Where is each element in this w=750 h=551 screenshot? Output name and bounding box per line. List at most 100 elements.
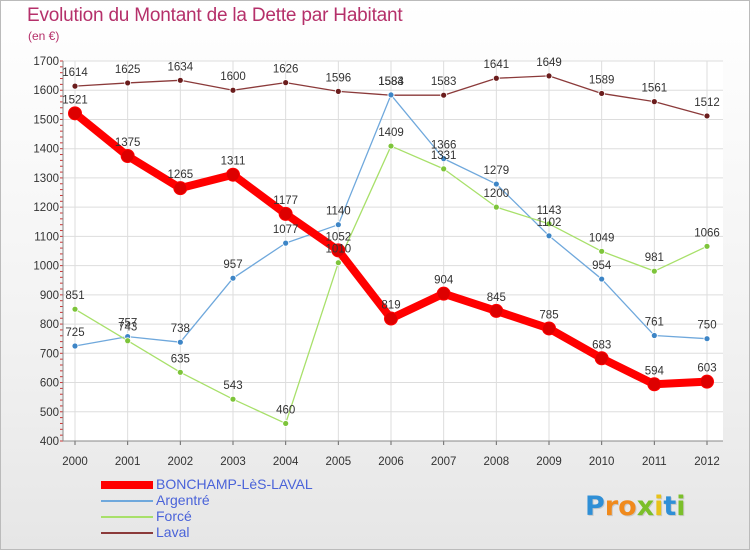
data-label: 1311 — [221, 156, 246, 168]
legend-label: BONCHAMP-LèS-LAVAL — [156, 476, 313, 492]
legend-label: Forcé — [156, 508, 192, 524]
data-point — [173, 181, 188, 196]
data-point — [647, 377, 662, 392]
data-point — [489, 303, 504, 318]
logo-letter: i — [654, 491, 664, 522]
data-label: 1596 — [326, 72, 352, 84]
legend-label: Argentré — [156, 492, 210, 508]
data-point — [282, 79, 290, 87]
data-label: 957 — [223, 259, 242, 271]
y-tick-label: 900 — [40, 290, 59, 302]
data-label: 845 — [487, 292, 506, 304]
data-point — [545, 232, 553, 240]
data-point — [334, 221, 342, 229]
data-label: 1512 — [694, 97, 720, 109]
data-point — [176, 338, 184, 346]
data-point — [436, 286, 451, 301]
data-point — [440, 91, 448, 99]
data-label: 1366 — [431, 140, 457, 152]
data-label: 1641 — [484, 59, 510, 71]
data-point — [598, 90, 606, 97]
x-tick-label: 2009 — [536, 456, 562, 468]
data-label: 1200 — [484, 188, 510, 200]
data-point — [703, 335, 711, 343]
data-point — [384, 311, 398, 326]
data-label: 1614 — [62, 67, 88, 79]
data-point — [545, 72, 553, 80]
data-label: 954 — [592, 260, 612, 272]
data-label: 635 — [171, 353, 190, 365]
x-tick-label: 2002 — [168, 456, 194, 468]
data-point — [542, 321, 556, 336]
data-label: 1265 — [168, 169, 194, 181]
data-point — [176, 368, 184, 376]
data-point — [492, 203, 500, 211]
data-label: 1600 — [220, 71, 246, 83]
data-point — [703, 242, 711, 250]
data-label: 1177 — [273, 195, 298, 207]
y-tick-label: 1500 — [33, 114, 59, 126]
data-point — [226, 167, 240, 182]
logo-letter: i — [676, 491, 686, 522]
x-tick-label: 2003 — [220, 456, 246, 468]
logo-letter: P — [585, 491, 605, 522]
data-point — [278, 206, 293, 221]
data-label: 785 — [539, 309, 558, 321]
y-tick-label: 1600 — [33, 85, 59, 97]
data-point — [71, 342, 79, 350]
data-label: 761 — [645, 316, 664, 328]
plot-area — [63, 61, 723, 441]
data-label: 1077 — [273, 224, 299, 236]
data-label: 1140 — [326, 206, 351, 218]
data-label: 1583 — [378, 76, 404, 88]
data-point — [124, 79, 132, 87]
data-point — [440, 155, 448, 163]
x-tick-label: 2004 — [273, 456, 299, 468]
logo-letter: t — [663, 491, 677, 522]
y-tick-label: 600 — [40, 378, 59, 390]
data-label: 543 — [223, 380, 242, 392]
y-tick-label: 500 — [40, 407, 59, 419]
legend-swatch — [101, 532, 153, 534]
data-point — [120, 149, 135, 163]
proxiti-logo: Proxiti — [585, 491, 686, 522]
x-tick-label: 2011 — [642, 456, 667, 468]
data-point — [594, 351, 609, 366]
data-point — [545, 220, 553, 228]
data-label: 1102 — [537, 217, 562, 229]
data-point — [282, 420, 290, 427]
data-point — [387, 91, 395, 99]
data-label: 603 — [697, 363, 716, 375]
x-tick-label: 2008 — [484, 456, 510, 468]
y-tick-label: 700 — [40, 348, 59, 360]
data-label: 743 — [118, 322, 137, 334]
data-label: 981 — [645, 252, 664, 264]
data-point — [440, 165, 448, 173]
data-point — [229, 86, 237, 94]
data-point — [650, 267, 658, 275]
data-label: 1626 — [273, 64, 299, 76]
legend-swatch — [101, 500, 153, 502]
data-point — [334, 259, 342, 267]
logo-letter: o — [618, 491, 637, 522]
data-point — [71, 82, 79, 90]
data-point — [229, 395, 237, 403]
y-tick-label: 1700 — [33, 56, 59, 68]
data-label: 1066 — [694, 227, 720, 239]
data-label: 904 — [434, 275, 454, 287]
data-label: 1279 — [484, 165, 510, 177]
data-label: 1521 — [62, 94, 88, 106]
data-point — [334, 88, 342, 95]
x-tick-label: 2005 — [326, 456, 352, 468]
data-point — [650, 332, 658, 339]
data-point — [229, 274, 237, 282]
legend-label: Laval — [156, 524, 190, 540]
data-point — [492, 180, 500, 188]
x-tick-label: 2012 — [694, 456, 720, 468]
data-label: 1625 — [115, 64, 141, 76]
data-point — [598, 275, 606, 283]
chart-subtitle: (en €) — [28, 29, 60, 43]
data-label: 1375 — [115, 137, 141, 149]
